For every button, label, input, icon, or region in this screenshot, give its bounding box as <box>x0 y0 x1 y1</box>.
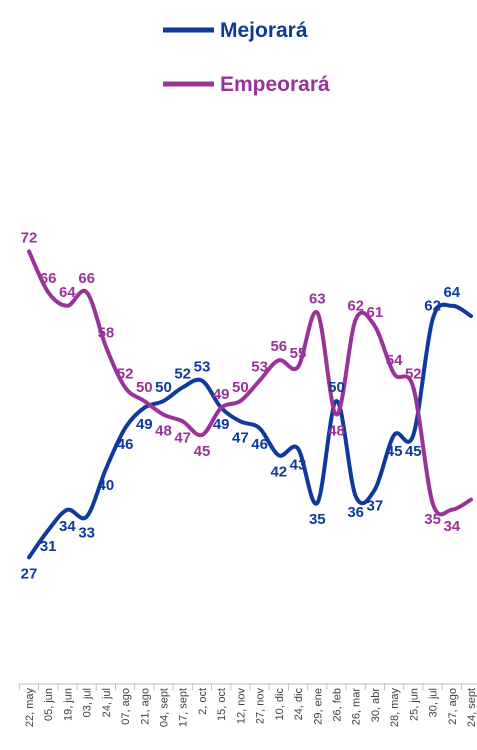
x-tick-label: 15, oct <box>216 688 228 721</box>
data-label-empeorara: 66 <box>78 270 95 287</box>
series-line-mejorara <box>27 302 473 560</box>
data-label-empeorara: 56 <box>270 338 287 355</box>
x-tick-label: 24, sept <box>466 688 477 727</box>
data-label-empeorara: 52 <box>117 365 134 382</box>
data-label-mejorara: 50 <box>328 379 345 396</box>
data-label-mejorara: 40 <box>98 477 115 494</box>
data-label-empeorara: 48 <box>155 423 172 440</box>
x-tick-label: 26, feb <box>331 688 343 722</box>
x-tick-label: 30, abr <box>370 688 382 723</box>
x-tick-label: 28, may <box>389 688 401 728</box>
x-tick-label: 27, nov <box>255 688 267 725</box>
data-label-empeorara: 54 <box>386 352 403 369</box>
x-tick-label: 29, ene <box>312 688 324 725</box>
data-label-empeorara: 49 <box>213 386 230 403</box>
data-label-empeorara: 66 <box>40 270 57 287</box>
data-label-empeorara: 35 <box>424 511 441 528</box>
x-tick-label: 2, oct <box>197 688 209 715</box>
data-label-empeorara: 55 <box>290 345 307 362</box>
x-tick-label: 24, jul <box>101 688 113 717</box>
data-label-mejorara: 43 <box>290 457 307 474</box>
data-label-mejorara: 42 <box>270 463 287 480</box>
data-label-empeorara: 53 <box>251 359 268 376</box>
data-label-mejorara: 53 <box>194 359 211 376</box>
data-label-empeorara: 45 <box>194 443 211 460</box>
x-tick-label: 21, ago <box>139 688 151 725</box>
legend-label-mejorara: Mejorará <box>220 19 308 42</box>
data-label-mejorara: 46 <box>117 436 134 453</box>
data-label-mejorara: 31 <box>40 538 57 555</box>
legend: Mejorará Empeorará <box>163 19 330 96</box>
data-label-mejorara: 47 <box>232 429 249 446</box>
series-lines <box>27 249 473 560</box>
x-tick-label: 24, dic <box>293 688 305 721</box>
x-tick-label: 17, sept <box>178 688 190 727</box>
data-label-empeorara: 62 <box>347 297 364 314</box>
data-label-empeorara: 61 <box>367 304 384 321</box>
data-label-mejorara: 49 <box>136 416 153 433</box>
x-tick-label: 30, jul <box>428 688 440 717</box>
data-label-mejorara: 46 <box>251 436 268 453</box>
x-tick-label: 19, jun <box>62 688 74 721</box>
data-label-mejorara: 27 <box>21 565 38 582</box>
data-label-mejorara: 34 <box>59 518 76 535</box>
series-line-empeorara <box>27 249 473 517</box>
data-label-empeorara: 63 <box>309 291 326 308</box>
x-tick-label: 03, jul <box>82 688 94 717</box>
x-axis: 22, may 05, jun 19, jun 03, jul 24, jul 07, a… <box>18 683 477 728</box>
data-label-empeorara: 64 <box>59 284 76 301</box>
data-label-mejorara: 62 <box>424 297 441 314</box>
data-label-mejorara: 49 <box>213 416 230 433</box>
x-tick-label: 12, nov <box>235 688 247 725</box>
data-label-empeorara: 34 <box>443 518 460 535</box>
x-tick-label: 05, jun <box>43 688 55 721</box>
data-label-empeorara: 50 <box>232 379 249 396</box>
data-label-empeorara: 48 <box>328 423 345 440</box>
legend-label-empeorara: Empeorará <box>220 73 330 96</box>
data-label-mejorara: 37 <box>367 497 384 514</box>
x-tick-label: 04, sept <box>159 688 171 727</box>
data-label-mejorara: 45 <box>405 443 422 460</box>
data-label-mejorara: 50 <box>155 379 172 396</box>
x-tick-label: 22, may <box>24 688 36 728</box>
data-label-mejorara: 52 <box>174 365 191 382</box>
data-label-empeorara: 58 <box>98 325 115 342</box>
data-label-empeorara: 52 <box>405 365 422 382</box>
x-tick-label: 10, dic <box>274 688 286 721</box>
data-label-mejorara: 64 <box>443 284 460 301</box>
x-tick-label: 07, ago <box>120 688 132 725</box>
data-label-empeorara: 50 <box>136 379 153 396</box>
data-label-mejorara: 33 <box>78 525 95 542</box>
data-label-mejorara: 35 <box>309 511 326 528</box>
data-label-mejorara: 36 <box>347 504 364 521</box>
data-label-mejorara: 45 <box>386 443 403 460</box>
data-label-empeorara: 47 <box>174 429 191 446</box>
data-label-empeorara: 72 <box>21 229 38 246</box>
x-tick-label: 26, mar <box>351 688 363 726</box>
x-tick-label: 25, jun <box>408 688 420 721</box>
x-tick-label: 27, ago <box>447 688 459 725</box>
